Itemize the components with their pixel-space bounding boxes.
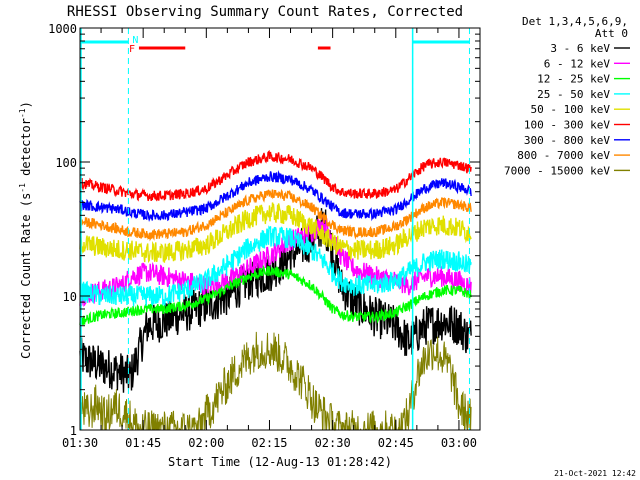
x-tick-label-6: 02:45 bbox=[378, 436, 414, 450]
legend-label-1: 3 - 6 keV bbox=[550, 42, 610, 55]
y-axis-label-end: ) bbox=[19, 101, 33, 108]
y-axis-ticks: 1 10 100 1000 bbox=[48, 22, 480, 438]
legend-label-7: 300 - 800 keV bbox=[524, 134, 610, 147]
legend-label-6: 100 - 300 keV bbox=[524, 119, 610, 132]
legend-label-9: 7000 - 15000 keV bbox=[504, 164, 610, 177]
y-axis-label-sup1: -1 bbox=[18, 183, 27, 193]
y-axis-label-mid: detector bbox=[19, 118, 33, 183]
series-line-7 bbox=[79, 170, 472, 222]
x-tick-label-3: 02:00 bbox=[188, 436, 224, 450]
flare-label: F bbox=[129, 44, 135, 55]
legend-header-attenuator: Att 0 bbox=[595, 27, 628, 40]
series-layer bbox=[79, 149, 472, 432]
legend-header-detectors: Det 1,3,4,5,6,9, bbox=[522, 15, 628, 28]
legend-label-3: 12 - 25 keV bbox=[537, 73, 610, 86]
series-line-4 bbox=[79, 225, 472, 307]
x-axis-label: Start Time (12-Aug-13 01:28:42) bbox=[168, 455, 392, 469]
series-line-6 bbox=[79, 149, 472, 202]
legend-label-4: 25 - 50 keV bbox=[537, 88, 610, 101]
plot-frame bbox=[79, 27, 481, 431]
legend-label-5: 50 - 100 keV bbox=[531, 103, 611, 116]
legend-items: 3 - 6 keV 6 - 12 keV 12 - 25 keV 25 - 50 ke… bbox=[504, 42, 630, 177]
x-tick-label-2: 01:45 bbox=[125, 436, 161, 450]
night-label: N bbox=[132, 35, 138, 46]
legend-label-2: 6 - 12 keV bbox=[544, 57, 611, 70]
chart-title: RHESSI Observing Summary Count Rates, Co… bbox=[67, 4, 463, 20]
y-tick-label-4: 1000 bbox=[48, 22, 77, 36]
y-tick-label-3: 100 bbox=[55, 156, 77, 170]
y-tick-label-1: 1 bbox=[70, 424, 77, 438]
y-axis-label-main: Corrected Count Rate (s bbox=[19, 193, 33, 359]
y-axis-label: Corrected Count Rate (s-1 detector-1) bbox=[18, 101, 33, 359]
y-tick-label-2: 10 bbox=[63, 290, 77, 304]
legend: Det 1,3,4,5,6,9, Att 0 3 - 6 keV 6 - 12 k… bbox=[504, 15, 630, 177]
x-tick-label-1: 01:30 bbox=[62, 436, 98, 450]
legend-label-8: 800 - 7000 keV bbox=[517, 149, 610, 162]
y-axis-label-sup2: -1 bbox=[18, 108, 27, 118]
x-axis-ticks: 01:30 01:45 02:00 02:15 02:30 02:45 03:00 bbox=[62, 28, 481, 450]
annotation-layer: NF bbox=[80, 28, 470, 430]
series-line-8 bbox=[79, 188, 472, 242]
series-line-5 bbox=[79, 202, 472, 264]
x-tick-label-7: 03:00 bbox=[441, 436, 477, 450]
footer-date: 21-Oct-2021 12:42 bbox=[554, 469, 636, 478]
x-tick-label-5: 02:30 bbox=[315, 436, 351, 450]
x-tick-label-4: 02:15 bbox=[251, 436, 287, 450]
series-line-3 bbox=[79, 264, 472, 326]
